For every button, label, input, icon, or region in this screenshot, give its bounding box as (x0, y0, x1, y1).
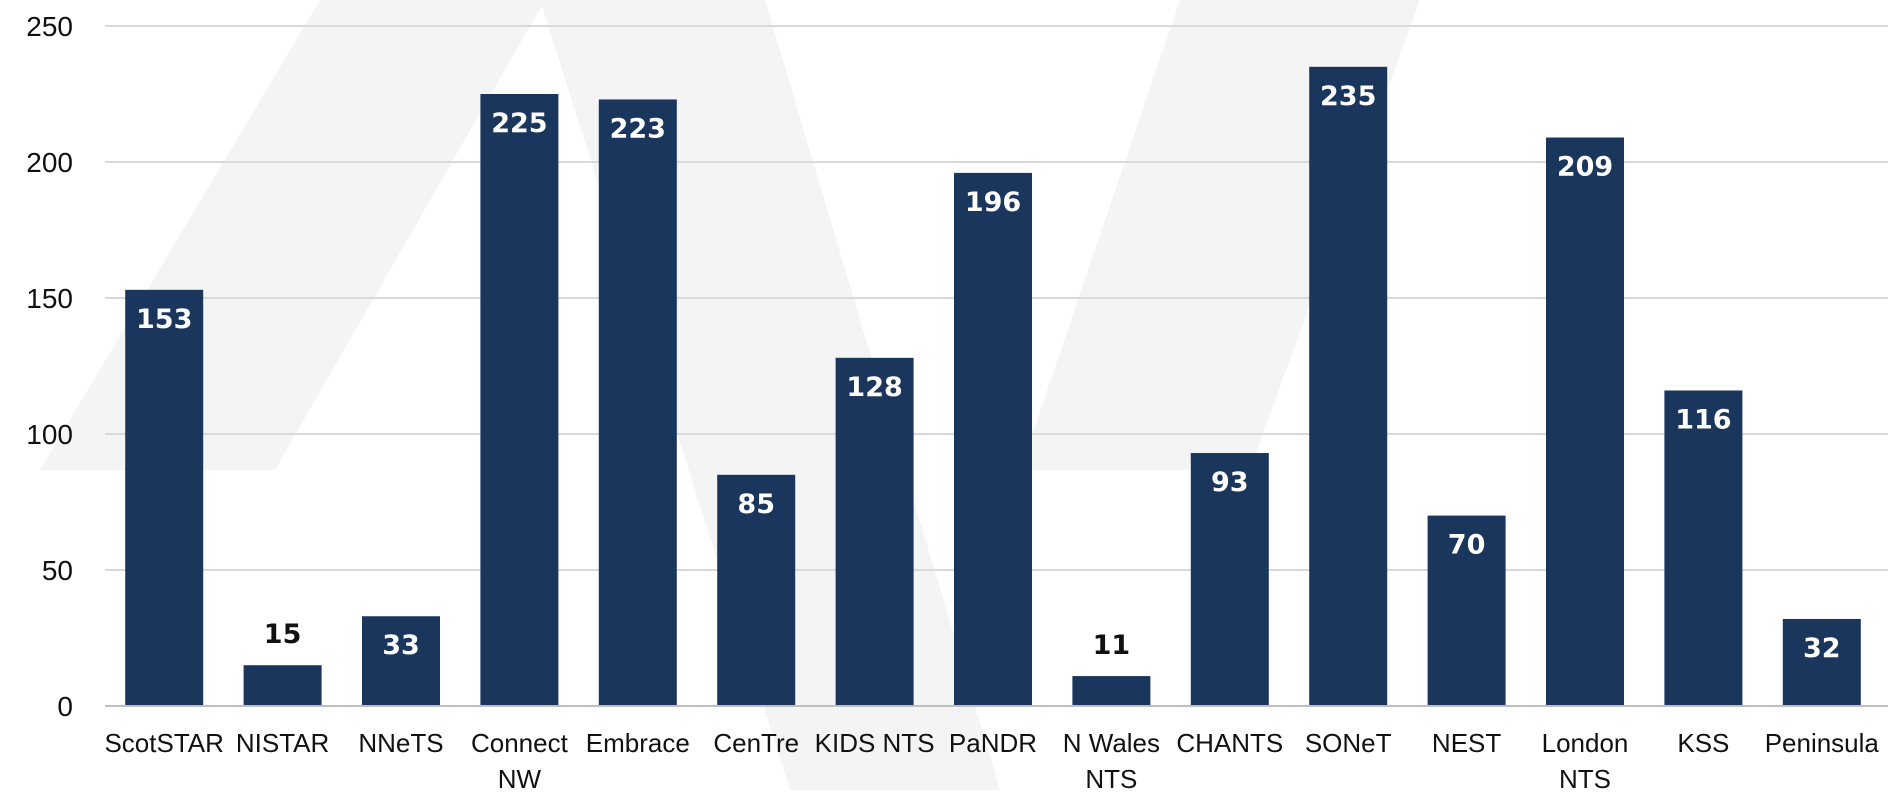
data-label: 153 (136, 304, 192, 335)
data-label: 11 (1093, 630, 1131, 661)
bar (1309, 66, 1388, 707)
data-label: 128 (846, 372, 902, 403)
x-tick-label-line: PaNDR (949, 728, 1037, 758)
x-tick-label: NISTAR (236, 728, 329, 758)
bar (480, 94, 559, 706)
x-tick-label-line: NNeTS (358, 728, 443, 758)
data-label: 85 (737, 489, 775, 520)
x-tick-label-line: Embrace (586, 728, 690, 758)
x-tick-label: Connect NW (471, 728, 569, 794)
bar (717, 474, 796, 706)
data-label: 196 (965, 187, 1021, 218)
y-axis-ticks: 0 50 100 150 200 250 (26, 11, 73, 722)
y-tick-label: 50 (42, 555, 73, 586)
x-tick-label-line: NEST (1432, 728, 1501, 758)
bar (835, 357, 914, 706)
x-tick-label: CenTre (713, 728, 799, 758)
x-tick-label-line: KIDS NTS (815, 728, 935, 758)
x-tick-label-line: CenTre (713, 728, 799, 758)
x-tick-label-line: KSS (1677, 728, 1729, 758)
x-tick-label: London NTS (1542, 728, 1629, 794)
bar (125, 289, 204, 706)
x-tick-label-line: NTS (1559, 764, 1611, 794)
bar (1427, 515, 1506, 706)
y-tick-label: 100 (26, 419, 73, 450)
x-tick-label: Embrace (586, 728, 690, 758)
x-tick-label: PaNDR (949, 728, 1037, 758)
watermark-stroke-left (40, 0, 545, 470)
data-label: 70 (1448, 530, 1486, 561)
x-tick-label-line: NTS (1085, 764, 1137, 794)
bar (1546, 137, 1624, 706)
x-tick-label: SONeT (1305, 728, 1392, 758)
x-tick-label-line: CHANTS (1176, 728, 1283, 758)
x-tick-label-line: SONeT (1305, 728, 1392, 758)
x-tick-label: CHANTS (1176, 728, 1283, 758)
bar (243, 665, 322, 706)
x-tick-label: KSS (1677, 728, 1729, 758)
value-labels: 153 15 33 225 223 85 128 196 11 93 235 70 209 116 32 (136, 81, 1841, 664)
data-label: 93 (1211, 467, 1249, 498)
y-tick-label: 250 (26, 11, 73, 42)
x-tick-label-line: ScotSTAR (104, 728, 223, 758)
data-label: 116 (1675, 404, 1731, 435)
x-tick-label: ScotSTAR (104, 728, 223, 758)
bar (1072, 676, 1151, 706)
data-label: 225 (491, 108, 547, 139)
x-tick-label: KIDS NTS (815, 728, 935, 758)
x-tick-label: N Wales NTS (1063, 728, 1160, 794)
bars (125, 66, 1861, 707)
x-tick-label: Peninsula (1765, 728, 1880, 758)
x-tick-label-line: Peninsula (1765, 728, 1880, 758)
bar (1664, 390, 1743, 706)
data-label: 15 (264, 619, 302, 650)
x-tick-label-line: London (1542, 728, 1629, 758)
y-tick-label: 0 (57, 691, 73, 722)
x-tick-label-line: N Wales (1063, 728, 1160, 758)
data-label: 209 (1557, 152, 1613, 183)
bar (1782, 618, 1861, 706)
bar (954, 172, 1032, 706)
x-tick-label: NEST (1432, 728, 1501, 758)
data-label: 32 (1803, 633, 1841, 664)
data-label: 33 (382, 630, 420, 661)
x-axis-labels: ScotSTAR NISTAR NNeTS Connect NW Embrace CenTr… (104, 728, 1879, 794)
bar (362, 616, 440, 706)
x-tick-label-line: NW (498, 764, 542, 794)
x-tick-label-line: NISTAR (236, 728, 329, 758)
data-label: 235 (1320, 81, 1376, 112)
y-tick-label: 200 (26, 147, 73, 178)
x-tick-label-line: Connect (471, 728, 569, 758)
data-label: 223 (610, 113, 666, 144)
x-tick-label: NNeTS (358, 728, 443, 758)
bar (598, 99, 677, 706)
y-tick-label: 150 (26, 283, 73, 314)
bar (1190, 453, 1269, 706)
